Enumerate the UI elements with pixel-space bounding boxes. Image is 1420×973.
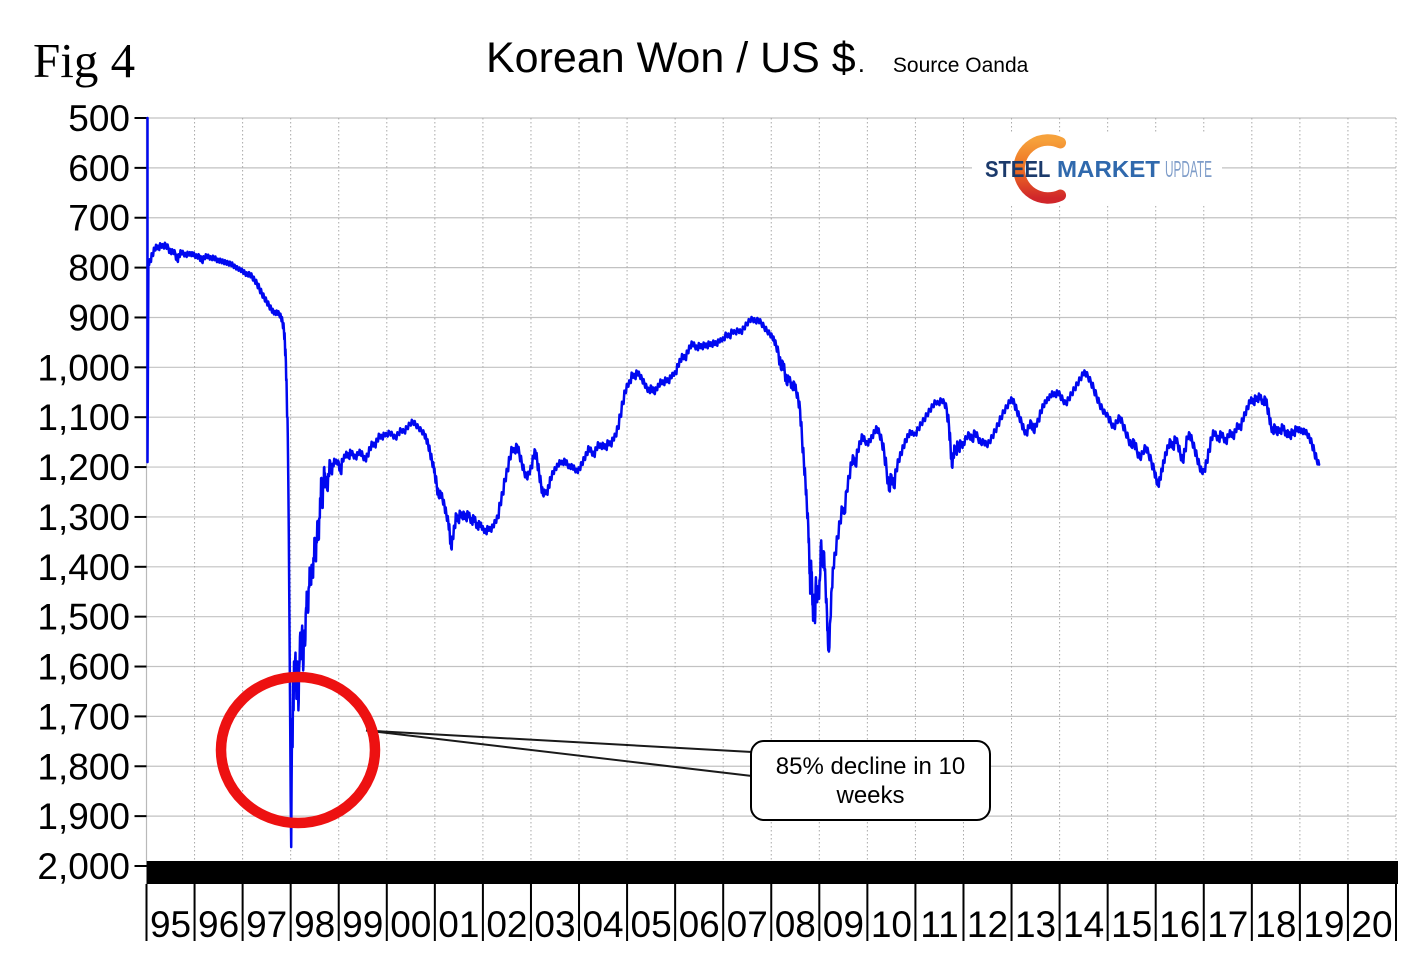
y-axis-label: 800 — [68, 248, 130, 289]
x-axis-label: 02 — [486, 904, 527, 945]
crisis-circle-annotation — [215, 671, 381, 829]
x-axis-label: 17 — [1207, 904, 1248, 945]
x-axis-label: 20 — [1351, 904, 1392, 945]
chart-title: Korean Won / US $ — [486, 34, 856, 82]
callout-text-line1: 85% decline in 10 — [775, 752, 966, 780]
y-axis-label: 500 — [68, 98, 130, 139]
x-axis-label: 01 — [438, 904, 479, 945]
x-axis-label: 16 — [1159, 904, 1200, 945]
x-axis-label: 08 — [775, 904, 816, 945]
x-axis-label: 13 — [1015, 904, 1056, 945]
x-axis-label: 11 — [920, 904, 958, 945]
callout-leader-line — [365, 729, 753, 753]
y-axis-label: 600 — [68, 148, 130, 189]
x-axis-label: 98 — [294, 904, 335, 945]
logo-word-market: MARKET — [1057, 156, 1160, 182]
logo-word-update: UPDATE — [1165, 156, 1212, 182]
logo-word-steel: STEEL — [985, 156, 1050, 182]
exchange-rate-line — [146, 116, 1321, 849]
source-label: Source Oanda — [892, 54, 1029, 77]
x-axis-label: 09 — [823, 904, 864, 945]
x-axis-label: 95 — [150, 904, 191, 945]
steel-market-update-logo: STEEL MARKET UPDATE — [972, 132, 1222, 206]
y-axis-label: 1,700 — [37, 696, 130, 737]
x-axis-label: 96 — [198, 904, 239, 945]
x-axis-label: 10 — [871, 904, 912, 945]
x-axis-label: 07 — [727, 904, 768, 945]
callout-text-line2: weeks — [836, 781, 905, 809]
x-axis-label: 19 — [1303, 904, 1344, 945]
figure-number-label: Fig 4 — [33, 33, 136, 88]
y-axis-label: 900 — [68, 297, 130, 338]
x-axis-label: 04 — [582, 904, 623, 945]
x-axis-label: 15 — [1111, 904, 1152, 945]
y-axis-label: 2,000 — [37, 846, 130, 887]
x-axis-label: 18 — [1255, 904, 1296, 945]
y-axis-label: 1,200 — [37, 447, 130, 488]
y-axis-label: 1,100 — [37, 397, 130, 438]
chart-title-period: . — [857, 48, 865, 78]
callout-annotation: 85% decline in 10 weeks — [750, 740, 991, 821]
x-axis-label: 03 — [534, 904, 575, 945]
x-axis-label: 12 — [967, 904, 1008, 945]
y-axis-label: 700 — [68, 198, 130, 239]
y-axis-label: 1,900 — [37, 796, 130, 837]
y-axis-label: 1,500 — [37, 597, 130, 638]
callout-leader-line — [365, 729, 753, 777]
y-axis-label: 1,800 — [37, 746, 130, 787]
x-axis-label: 97 — [246, 904, 287, 945]
y-axis-label: 1,400 — [37, 547, 130, 588]
y-axis-label: 1,000 — [37, 347, 130, 388]
x-axis-label: 05 — [631, 904, 672, 945]
x-axis-label: 14 — [1063, 904, 1104, 945]
x-axis-label: 99 — [342, 904, 383, 945]
x-axis-label: 00 — [390, 904, 431, 945]
x-axis-bar — [146, 861, 1398, 884]
logo-crescent-icon — [1013, 134, 1067, 204]
y-axis-label: 1,600 — [37, 647, 130, 688]
svg-text:STEEL MARKET UPDAT: STEEL MARKET UPDATE — [985, 156, 1212, 182]
title-row: Korean Won / US $ . Source Oanda — [486, 34, 1028, 83]
x-axis-label: 06 — [679, 904, 720, 945]
y-axis-label: 1,300 — [37, 497, 130, 538]
